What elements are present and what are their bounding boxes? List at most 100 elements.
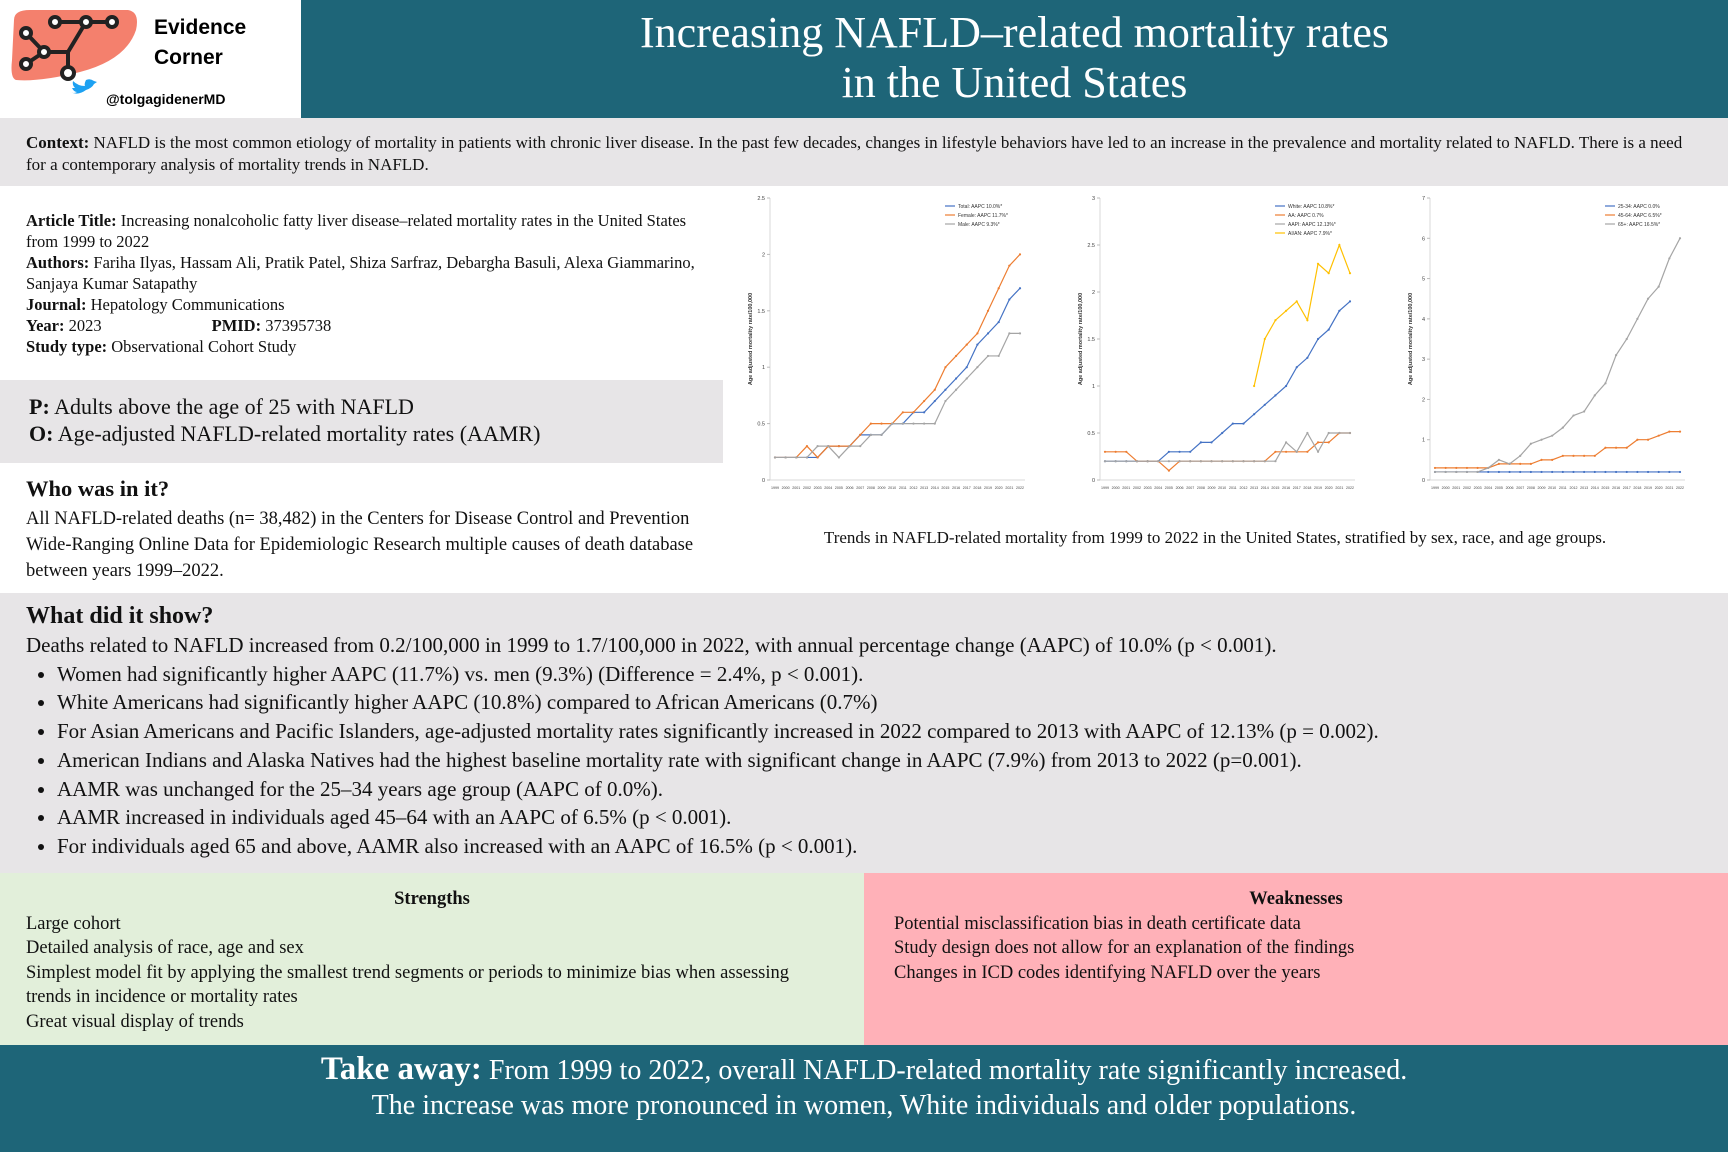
data-point	[891, 422, 894, 425]
x-tick-label: 2002	[1133, 486, 1141, 490]
data-point	[1199, 441, 1202, 444]
series-line	[1253, 243, 1351, 387]
data-point	[1657, 470, 1660, 474]
data-point	[1540, 470, 1543, 474]
data-point	[1572, 414, 1575, 417]
data-point	[1657, 434, 1660, 437]
strength: Great visual display of trends	[26, 1011, 244, 1032]
data-point	[1551, 458, 1554, 461]
x-tick-label: 2014	[1591, 486, 1599, 490]
x-tick-label: 2009	[1208, 486, 1216, 490]
label: O:	[29, 421, 54, 446]
strength: Simplest model fit by applying the small…	[26, 962, 790, 1008]
x-tick-label: 2020	[1325, 486, 1333, 490]
data-point	[923, 411, 926, 414]
data-point	[1476, 466, 1479, 470]
series-line	[1435, 238, 1681, 473]
data-point	[1114, 450, 1117, 453]
label: Context:	[26, 133, 90, 152]
data-point	[1551, 470, 1554, 474]
data-point	[1678, 430, 1682, 433]
data-point	[1529, 470, 1532, 474]
y-tick-label: 0.5	[1087, 431, 1095, 437]
legend-label: 25-34: AAPC 0.0%	[1618, 204, 1660, 210]
data-point	[1018, 253, 1022, 256]
heading: Who was in it?	[26, 476, 170, 501]
data-point	[997, 287, 1000, 290]
data-point	[1636, 438, 1639, 441]
y-axis-label: Age adjusted mortality rate/100,000	[1408, 293, 1414, 385]
series-line	[1105, 431, 1350, 462]
article-title: Increasing nonalcoholic fatty liver dise…	[26, 211, 687, 251]
heading: Weaknesses	[1249, 889, 1343, 909]
x-tick-label: 2018	[973, 486, 981, 490]
x-tick-label: 2011	[1559, 486, 1567, 490]
data-point	[1561, 470, 1564, 474]
y-tick-label: 2	[1422, 397, 1425, 403]
x-tick-label: 2003	[1474, 486, 1482, 490]
data-point	[1306, 319, 1309, 322]
data-point	[976, 366, 979, 369]
data-point	[1540, 458, 1543, 461]
data-point	[784, 456, 787, 459]
title: Increasing NAFLD–related mortality rates	[640, 8, 1389, 57]
data-point	[954, 377, 958, 380]
legend-label: 45-64: AAPC 6.5%*	[1618, 213, 1662, 219]
findings-list: Women had significantly higher AAPC (11.…	[26, 660, 1702, 861]
data-point	[1678, 237, 1682, 240]
authors: Fariha Ilyas, Hassam Ali, Pratik Patel, …	[26, 253, 695, 293]
data-point	[1157, 460, 1160, 463]
data-point	[997, 354, 1000, 358]
data-point	[1284, 450, 1288, 453]
x-tick-label: 2005	[1495, 486, 1503, 490]
y-tick-label: 0	[1422, 478, 1425, 484]
label: Year:	[26, 316, 65, 335]
x-tick-label: 2015	[1601, 486, 1609, 490]
x-tick-label: 2018	[1303, 486, 1311, 490]
y-tick-label: 1	[1422, 438, 1425, 444]
data-point	[1604, 382, 1607, 385]
data-point	[976, 343, 979, 346]
data-point	[1487, 466, 1490, 470]
data-point	[1284, 441, 1288, 444]
data-point	[1604, 446, 1607, 449]
x-tick-label: 2002	[1463, 486, 1471, 490]
data-point	[1646, 470, 1650, 474]
y-axis-label: Age adjusted mortality rate/100,000	[1078, 293, 1084, 385]
findings: What did it show? Deaths related to NAFL…	[0, 593, 1728, 873]
data-point	[827, 445, 830, 448]
data-point	[1646, 438, 1650, 441]
x-tick-label: 2020	[995, 486, 1003, 490]
data-point	[1178, 460, 1181, 463]
po-box: P: Adults above the age of 25 with NAFLD…	[0, 380, 723, 463]
weakness: Study design does not allow for an expla…	[894, 938, 1355, 958]
data-point	[869, 433, 872, 436]
data-point	[1178, 450, 1181, 453]
data-point	[1348, 272, 1352, 275]
finding: AAMR increased in individuals aged 45–64…	[57, 803, 1702, 832]
x-tick-label: 2007	[1516, 486, 1524, 490]
who-text: All NAFLD-related deaths (n= 38,482) in …	[26, 509, 694, 581]
data-point	[933, 422, 936, 425]
data-point	[1295, 366, 1298, 369]
data-point	[1487, 470, 1490, 474]
data-point	[923, 422, 926, 425]
x-tick-label: 2007	[856, 486, 864, 490]
series-line	[775, 332, 1020, 459]
x-tick-label: 2004	[1484, 486, 1492, 490]
data-point	[954, 354, 958, 358]
year: 2023	[68, 316, 102, 335]
data-point	[1668, 470, 1671, 474]
data-point	[976, 332, 979, 335]
data-point	[997, 320, 1000, 324]
data-point	[880, 422, 883, 425]
data-point	[1614, 446, 1618, 449]
x-tick-label: 2000	[1442, 486, 1450, 490]
x-tick-label: 2019	[1644, 486, 1652, 490]
data-point	[986, 332, 990, 335]
finding: For Asian Americans and Pacific Islander…	[57, 717, 1702, 746]
x-tick-label: 1999	[771, 486, 779, 490]
data-point	[1583, 470, 1586, 474]
x-tick-label: 2019	[984, 486, 992, 490]
x-tick-label: 2005	[835, 486, 843, 490]
